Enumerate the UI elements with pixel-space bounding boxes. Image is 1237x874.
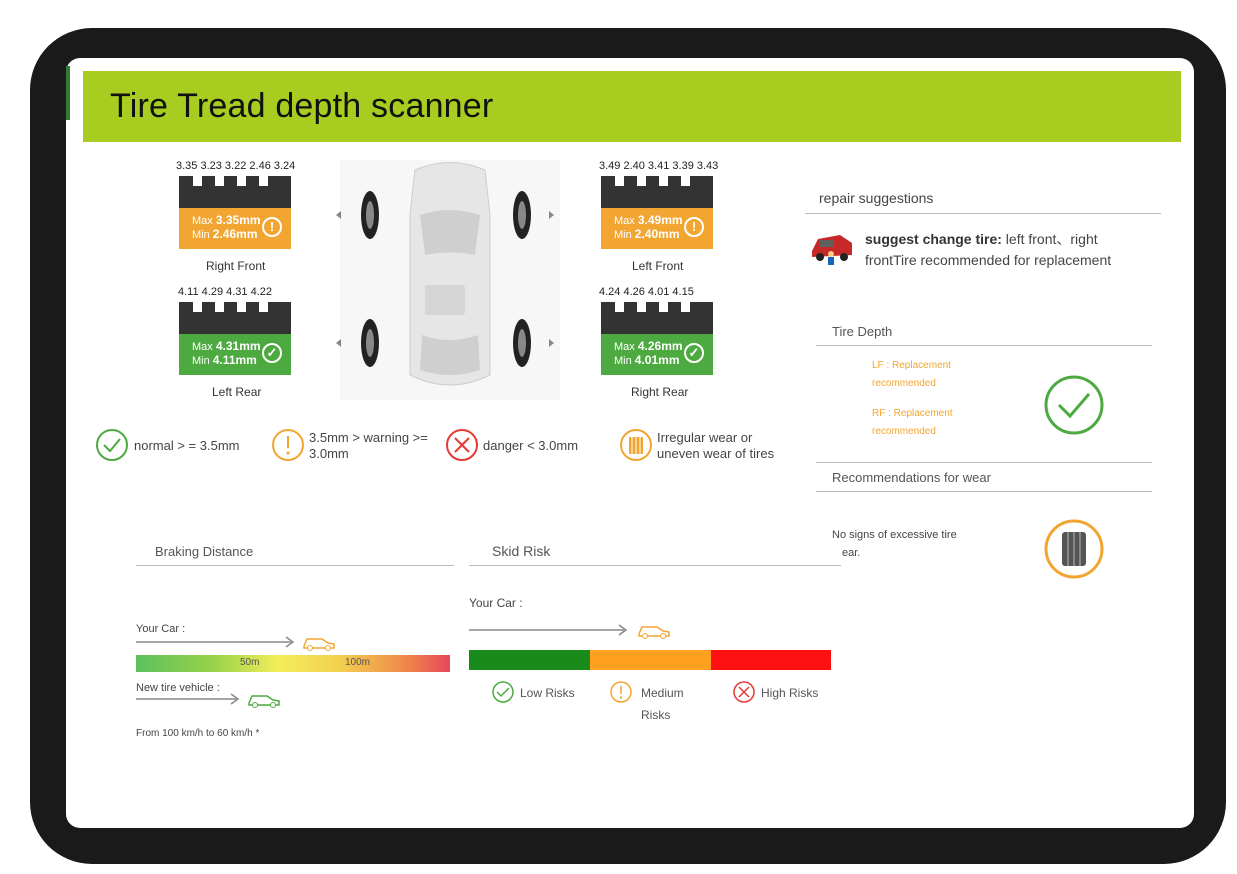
wear-text-line2: ear.	[842, 547, 861, 559]
check-circle-icon	[1044, 375, 1104, 435]
rf-line2: recommended	[872, 426, 936, 437]
repair-text-line1: suggest change tire: left front、right	[865, 231, 1098, 247]
legend-irregular-line2: uneven wear of tires	[657, 446, 775, 461]
edge-accent	[66, 66, 70, 120]
page-title: Tire Tread depth scanner	[110, 87, 494, 125]
tire-depth-heading: Tire Depth	[832, 324, 893, 339]
skid-your-car-arrow	[469, 624, 670, 639]
tread-status-box: Max 4.31mm Min 4.11mm ✓	[179, 334, 291, 375]
wear-heading: Recommendations for wear	[832, 470, 991, 485]
tread-icon	[601, 176, 713, 208]
mark-100m: 100m	[345, 657, 371, 668]
legend-normal: normal > = 3.5mm	[134, 438, 240, 453]
legend-irregular-line1: Irregular wear or	[657, 430, 753, 445]
tread-icon	[179, 176, 291, 208]
right-front-readings: 3.35 3.23 3.22 2.46 3.24	[176, 160, 296, 172]
car-top-view-icon	[336, 160, 560, 400]
medium-risk-label-line2: Risks	[641, 708, 671, 722]
tread-status-box: Max 4.26mm Min 4.01mm ✓	[601, 334, 713, 375]
skid-your-car-label: Your Car :	[469, 596, 523, 610]
danger-circle-icon	[733, 681, 755, 703]
braking-heading: Braking Distance	[155, 544, 254, 559]
left-rear-label: Left Rear	[212, 385, 262, 399]
lf-line2: recommended	[872, 378, 936, 389]
low-risk-label: Low Risks	[520, 686, 575, 700]
medium-risk-label-line1: Medium	[641, 686, 684, 700]
left-front-tire-card[interactable]: Max 3.49mm Min 2.40mm !	[601, 176, 713, 249]
rf-line1: RF : Replacement	[872, 408, 953, 419]
new-tire-distance-arrow	[136, 693, 280, 708]
legend-danger: danger < 3.0mm	[483, 438, 579, 453]
wear-text-line1: No signs of excessive tire	[832, 529, 957, 541]
irregular-wear-icon	[620, 429, 652, 461]
tread-status-box: Max 3.49mm Min 2.40mm !	[601, 208, 713, 249]
repair-text-line2: frontTire recommended for replacement	[865, 252, 1112, 268]
your-car-distance-arrow	[136, 636, 335, 651]
header-bar: Tire Tread depth scanner	[83, 71, 1181, 142]
tread-icon	[601, 302, 713, 334]
check-icon: ✓	[262, 343, 282, 363]
right-rear-tire-card[interactable]: Max 4.26mm Min 4.01mm ✓	[601, 302, 713, 375]
tire-wear-icon	[1044, 519, 1104, 579]
right-rear-readings: 4.24 4.26 4.01 4.15	[599, 286, 694, 298]
divider	[816, 462, 1152, 463]
tread-status-box: Max 3.35mm Min 2.46mm !	[179, 208, 291, 249]
left-rear-readings: 4.11 4.29 4.31 4.22	[178, 286, 272, 298]
warning-circle-icon	[272, 429, 304, 461]
right-front-label: Right Front	[206, 259, 266, 273]
check-icon: ✓	[684, 343, 704, 363]
divider	[816, 491, 1152, 492]
car-repair-icon	[812, 235, 852, 265]
braking-your-car-label: Your Car :	[136, 623, 186, 635]
divider	[469, 565, 841, 566]
right-rear-label: Right Rear	[631, 385, 689, 399]
legend-warning-line1: 3.5mm > warning >=	[309, 430, 428, 445]
divider	[136, 565, 454, 566]
mark-50m: 50m	[240, 657, 260, 668]
danger-circle-icon	[446, 429, 478, 461]
divider	[816, 345, 1152, 346]
repair-heading: repair suggestions	[819, 190, 934, 206]
check-circle-icon	[492, 681, 514, 703]
new-tire-label: New tire vehicle :	[136, 682, 220, 694]
lf-line1: LF : Replacement	[872, 360, 951, 371]
left-rear-tire-card[interactable]: Max 4.31mm Min 4.11mm ✓	[179, 302, 291, 375]
skid-high-segment	[711, 650, 831, 670]
skid-heading: Skid Risk	[492, 543, 551, 559]
tread-icon	[179, 302, 291, 334]
skid-medium-segment	[590, 650, 711, 670]
warning-circle-icon	[610, 681, 632, 703]
divider	[805, 213, 1161, 214]
left-front-readings: 3.49 2.40 3.41 3.39 3.43	[599, 160, 719, 172]
braking-gradient-bar	[136, 655, 450, 672]
right-front-tire-card[interactable]: Max 3.35mm Min 2.46mm !	[179, 176, 291, 249]
warning-icon: !	[684, 217, 704, 237]
left-front-label: Left Front	[632, 259, 684, 273]
warning-icon: !	[262, 217, 282, 237]
legend-warning-line2: 3.0mm	[309, 446, 349, 461]
skid-low-segment	[469, 650, 590, 670]
high-risk-label: High Risks	[761, 686, 819, 700]
check-circle-icon	[96, 429, 128, 461]
braking-footnote: From 100 km/h to 60 km/h *	[136, 728, 260, 739]
